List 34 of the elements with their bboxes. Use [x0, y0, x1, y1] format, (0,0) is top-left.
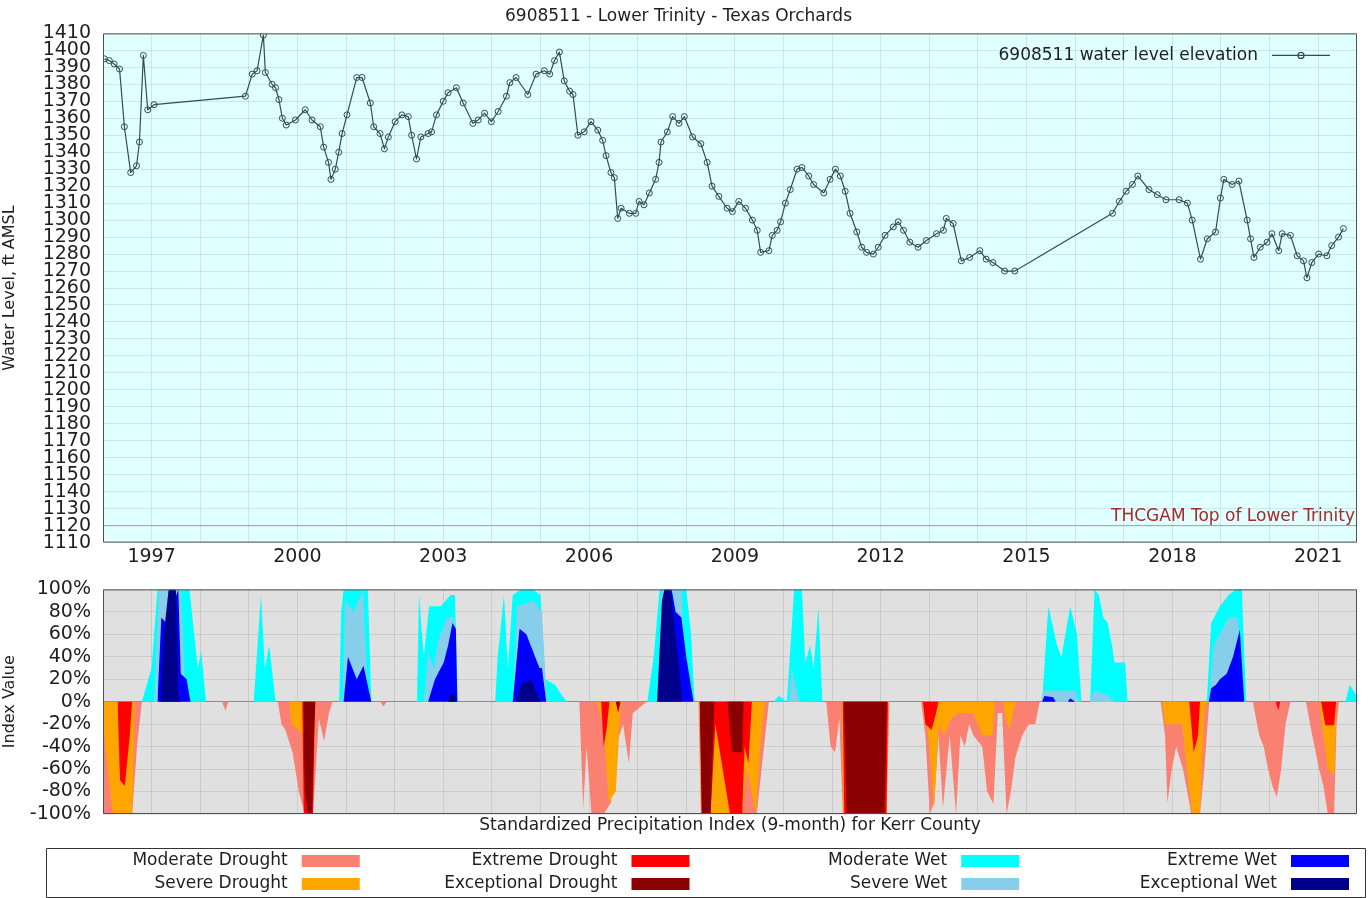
- y-tick-label: 40%: [48, 643, 91, 666]
- y-tick-label: 60%: [48, 621, 91, 644]
- x-tick-label: 2021: [1293, 543, 1343, 566]
- legend-label: Extreme Wet: [1167, 849, 1278, 870]
- legend-label: Moderate Drought: [132, 849, 289, 870]
- y-tick-label: 100%: [36, 576, 91, 599]
- ref-line-label: THCGAM Top of Lower Trinity: [1110, 504, 1355, 525]
- x-tick-label: 1997: [127, 543, 176, 566]
- y-axis-title: Index Value: [0, 655, 18, 749]
- legend-label: Extreme Drought: [471, 849, 618, 870]
- chart-title: 6908511 - Lower Trinity - Texas Orchards: [504, 4, 853, 25]
- y-tick-label: 0%: [60, 688, 91, 711]
- x-tick-label: 2006: [564, 543, 614, 566]
- y-tick-label: 20%: [48, 666, 91, 689]
- x-tick-label: 2009: [710, 543, 760, 566]
- y-tick-label: -80%: [41, 778, 91, 801]
- y-tick-label: -40%: [41, 733, 91, 756]
- y-tick-label: -100%: [29, 800, 91, 823]
- legend-label: Moderate Wet: [828, 849, 948, 870]
- x-tick-label: 2015: [1002, 543, 1051, 566]
- y-tick-label: -20%: [41, 711, 91, 734]
- legend-label: Severe Wet: [850, 872, 948, 893]
- x-tick-label: 2018: [1148, 543, 1197, 566]
- y-tick-label: -60%: [41, 756, 91, 779]
- y-axis-title: Water Level, ft AMSL: [0, 205, 18, 371]
- legend-label: 6908511 water level elevation: [998, 43, 1258, 64]
- y-tick-label: 80%: [48, 598, 91, 621]
- x-tick-label: 2003: [419, 543, 468, 566]
- x-tick-label: 2012: [856, 543, 905, 566]
- x-axis-title: Standardized Precipitation Index (9-month) for Kerr County: [479, 814, 981, 835]
- legend-label: Severe Drought: [154, 872, 289, 893]
- legend-label: Exceptional Drought: [444, 872, 618, 893]
- legend-label: Exceptional Wet: [1139, 872, 1278, 893]
- x-tick-label: 2000: [273, 543, 322, 566]
